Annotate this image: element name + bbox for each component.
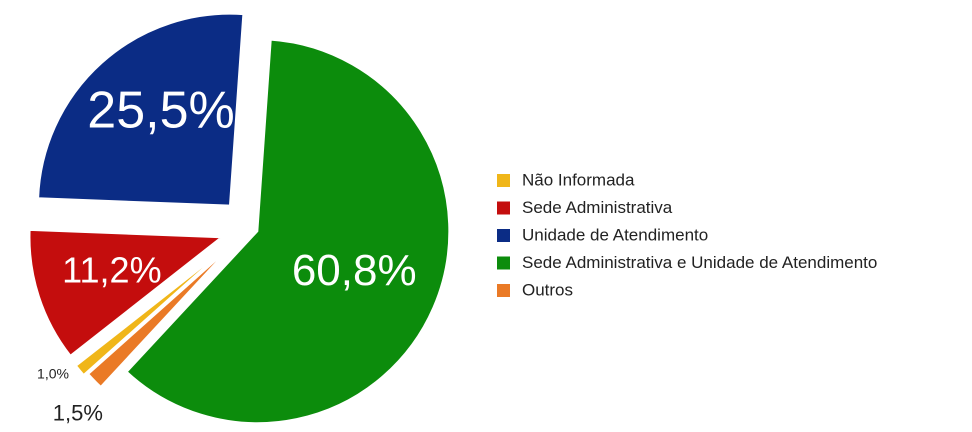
data-label: 25,5% xyxy=(87,82,234,140)
legend-swatch xyxy=(497,284,510,297)
legend-swatch xyxy=(497,256,510,270)
pie-slice xyxy=(86,245,233,389)
legend-swatch xyxy=(497,229,510,242)
pie-slice xyxy=(74,246,228,377)
data-label: 60,8% xyxy=(292,246,417,295)
pie-slice xyxy=(37,12,245,207)
pie-slice xyxy=(28,228,225,358)
legend-label: Não Informada xyxy=(522,170,635,189)
legend-swatch xyxy=(497,201,510,215)
data-label: 1,5% xyxy=(53,401,103,426)
legend-label: Sede Administrativa e Unidade de Atendim… xyxy=(522,253,877,272)
data-label: 11,2% xyxy=(62,249,161,290)
legend-swatch xyxy=(497,174,510,187)
legend-label: Sede Administrativa xyxy=(522,198,673,217)
legend-label: Outros xyxy=(522,280,573,299)
legend-label: Unidade de Atendimento xyxy=(522,225,708,244)
pie-slice xyxy=(125,38,451,425)
data-label: 1,0% xyxy=(37,365,69,381)
